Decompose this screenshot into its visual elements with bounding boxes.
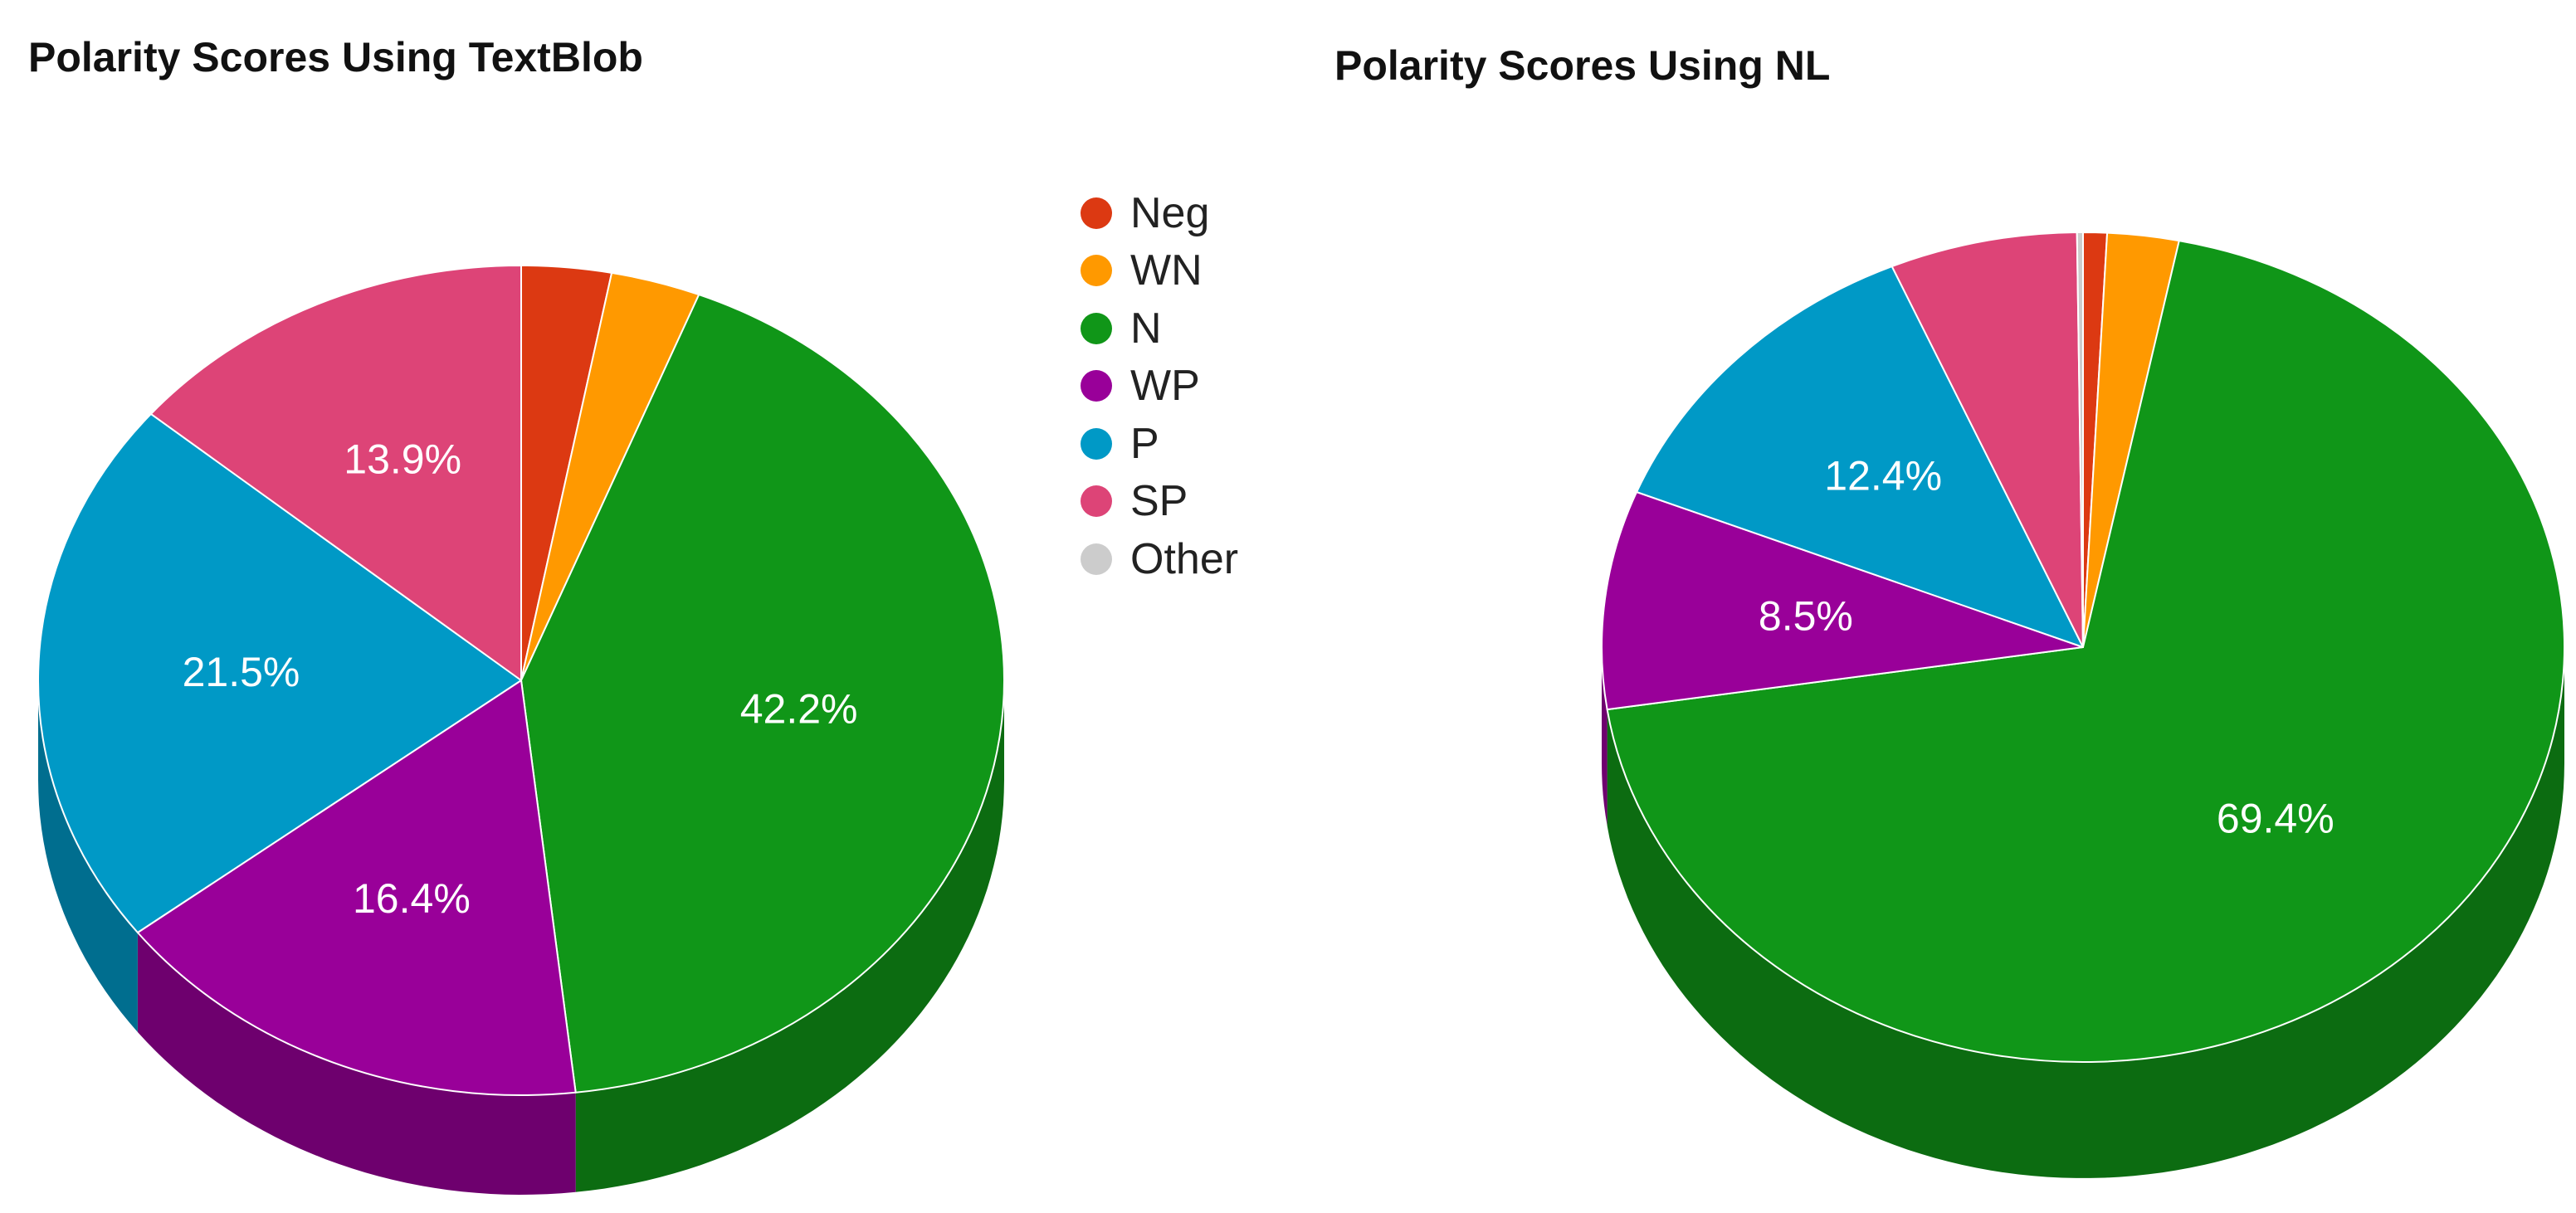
legend-swatch-wp bbox=[1081, 370, 1112, 402]
legend-label-p: P bbox=[1130, 419, 1159, 468]
nl-side-wp bbox=[1602, 647, 1608, 826]
textblob-side-wp bbox=[137, 933, 576, 1195]
textblob-side-p bbox=[38, 680, 138, 1032]
textblob-slice-p[interactable] bbox=[37, 412, 522, 933]
legend-item-sp[interactable]: SP bbox=[1081, 473, 1238, 531]
nl-slice-p[interactable] bbox=[1636, 265, 2084, 648]
textblob-data-label-n: 42.2% bbox=[740, 685, 858, 732]
pie-chart-textblob: 42.2% 16.4% 21.5% 13.9% bbox=[37, 265, 1005, 1195]
legend-label-wp: WP bbox=[1130, 362, 1200, 411]
legend-swatch-wn bbox=[1081, 255, 1112, 287]
legend-item-n[interactable]: N bbox=[1081, 300, 1238, 358]
legend: Neg WN N WP P SP Other bbox=[1081, 184, 1238, 588]
textblob-data-label-p: 21.5% bbox=[183, 649, 300, 695]
legend-label-neg: Neg bbox=[1130, 188, 1210, 237]
legend-swatch-other bbox=[1081, 543, 1112, 575]
legend-swatch-sp bbox=[1081, 485, 1112, 518]
nl-data-label-wp: 8.5% bbox=[1759, 593, 1853, 640]
legend-item-other[interactable]: Other bbox=[1081, 530, 1238, 588]
legend-label-wn: WN bbox=[1130, 246, 1203, 295]
legend-swatch-p bbox=[1081, 427, 1112, 460]
nl-data-label-p: 12.4% bbox=[1824, 453, 1942, 499]
nl-slice-wp[interactable] bbox=[1601, 491, 2084, 711]
nl-side-n bbox=[1607, 647, 2564, 1178]
legend-item-p[interactable]: P bbox=[1081, 415, 1238, 473]
nl-slice-n[interactable] bbox=[1606, 240, 2566, 1063]
legend-label-n: N bbox=[1130, 304, 1162, 353]
textblob-data-label-wp: 16.4% bbox=[353, 875, 471, 922]
chart-title-nl: Polarity Scores Using NL bbox=[1334, 42, 1831, 89]
chart-title-textblob: Polarity Scores Using TextBlob bbox=[28, 34, 643, 80]
nl-slice-other[interactable] bbox=[2076, 231, 2084, 648]
textblob-slice-wp[interactable] bbox=[136, 680, 577, 1096]
nl-slice-sp[interactable] bbox=[1891, 231, 2084, 648]
legend-swatch-n bbox=[1081, 312, 1112, 344]
textblob-side-n bbox=[575, 680, 1004, 1192]
legend-item-neg[interactable]: Neg bbox=[1081, 184, 1238, 242]
textblob-data-label-sp: 13.9% bbox=[344, 436, 461, 482]
textblob-slice-n[interactable] bbox=[520, 294, 1005, 1094]
legend-swatch-neg bbox=[1081, 197, 1112, 229]
pie-chart-nl: 69.4% 8.5% 12.4% bbox=[1601, 231, 2566, 1178]
legend-label-other: Other bbox=[1130, 534, 1239, 583]
legend-item-wn[interactable]: WN bbox=[1081, 242, 1238, 300]
textblob-slice-sp[interactable] bbox=[149, 265, 522, 681]
legend-label-sp: SP bbox=[1130, 477, 1188, 526]
nl-data-label-n: 69.4% bbox=[2217, 795, 2334, 841]
legend-item-wp[interactable]: WP bbox=[1081, 358, 1238, 416]
